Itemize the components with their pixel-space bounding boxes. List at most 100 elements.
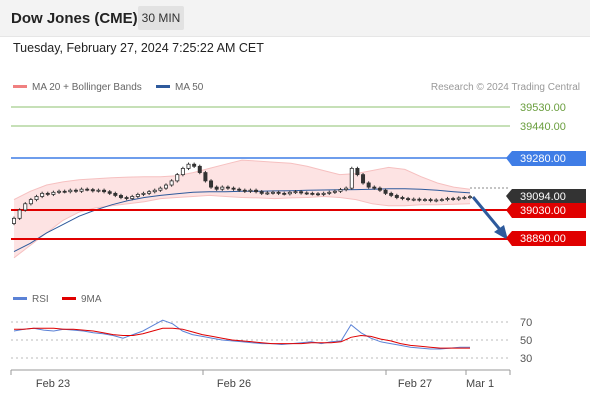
candle-body: [270, 191, 275, 194]
copyright-text: Research © 2024 Trading Central: [431, 82, 580, 93]
candle-body: [51, 191, 56, 195]
candle-body: [209, 180, 214, 188]
candle-body: [445, 198, 450, 200]
x-label-feb27: Feb 27: [398, 378, 432, 390]
x-label-feb26: Feb 26: [217, 378, 251, 390]
candle-body: [355, 167, 360, 176]
candle-body: [225, 186, 230, 189]
candle-body: [276, 191, 281, 194]
candle-body: [287, 191, 292, 195]
pivot-tag: [512, 151, 586, 166]
candle-body: [349, 167, 354, 189]
price-label-39440: 39440.00: [520, 121, 566, 133]
candle-body: [163, 184, 168, 189]
candle-body: [282, 192, 287, 195]
x-label-feb23: Feb 23: [36, 378, 70, 390]
rsi-ma-legend-swatch: [62, 297, 76, 300]
ma50-legend-swatch: [156, 85, 170, 88]
candle-body: [467, 196, 472, 199]
support-tag-1: [512, 203, 586, 218]
price-label-39094: 39094.00: [520, 191, 566, 203]
candle-body: [85, 188, 90, 191]
candle-body: [34, 196, 39, 200]
candle-body: [28, 199, 33, 205]
candle-body: [254, 189, 259, 193]
candle-body: [45, 192, 50, 195]
candle-body: [361, 174, 366, 184]
candle-body: [107, 191, 112, 194]
candle-body: [439, 199, 444, 202]
rsi-level-30: 30: [520, 353, 532, 365]
candle-body: [180, 167, 185, 176]
candle-body: [394, 195, 399, 198]
rsi-level-70: 70: [520, 317, 532, 329]
candle-body: [383, 189, 388, 194]
candle-body: [175, 174, 180, 182]
candle-body: [304, 192, 309, 195]
candle-body: [62, 190, 67, 193]
candle-body: [124, 197, 129, 199]
rsi-legend-label: RSI: [32, 294, 49, 305]
price-label-39530: 39530.00: [520, 102, 566, 114]
bollinger-upper-line: [13, 159, 471, 201]
candle-body: [338, 189, 343, 192]
candle-body: [428, 199, 433, 202]
candle-body: [11, 217, 16, 224]
support-tag-1-pointer: [506, 203, 512, 218]
candle-body: [220, 186, 225, 190]
candle-body: [197, 165, 202, 173]
candle-body: [406, 198, 411, 200]
candle-body: [344, 187, 349, 191]
ma50-legend-label: MA 50: [175, 82, 204, 93]
candle-body: [242, 189, 247, 192]
candle-body: [23, 203, 28, 211]
candle-body: [372, 186, 377, 189]
candle-body: [299, 191, 304, 194]
rsi-ma-legend-label: 9MA: [81, 294, 102, 305]
ma50-line: [13, 188, 471, 253]
candle-body: [422, 199, 427, 202]
rsi-ma-line: [14, 327, 470, 349]
candle-body: [321, 192, 326, 195]
candle-body: [248, 189, 253, 192]
chart-header: Dow Jones (CME) 30 MIN: [0, 0, 590, 37]
candle-body: [113, 192, 118, 196]
candle-body: [366, 182, 371, 188]
support-tag-2: [512, 231, 586, 246]
candle-body: [102, 189, 107, 193]
bollinger-band-area: [14, 160, 470, 258]
forecast-arrow-shaft: [471, 196, 504, 233]
candle-body: [40, 192, 45, 197]
candle-body: [389, 192, 394, 196]
candle-body: [186, 163, 191, 169]
candle-body: [451, 198, 456, 200]
candle-body: [462, 197, 467, 199]
candle-body: [327, 191, 332, 194]
candle-body: [169, 180, 174, 186]
candle-body: [96, 189, 101, 192]
candle-body: [118, 195, 123, 198]
candle-body: [377, 187, 382, 191]
price-label-39030: 39030.00: [520, 205, 566, 217]
candle-body: [152, 189, 157, 193]
candle-body: [147, 191, 152, 194]
candle-body: [456, 197, 461, 200]
candle-body: [259, 191, 264, 194]
candle-body: [332, 190, 337, 193]
candle-body: [73, 189, 78, 192]
candlestick-series: [11, 162, 472, 226]
candle-body: [231, 187, 236, 190]
candle-body: [141, 192, 146, 195]
candle-body: [310, 192, 315, 195]
price-label-39280: 39280.00: [520, 153, 566, 165]
candle-body: [57, 190, 62, 193]
instrument-title: Dow Jones (CME): [11, 10, 138, 27]
candle-body: [237, 188, 242, 191]
timeframe-button[interactable]: 30 MIN: [138, 6, 184, 30]
timestamp: Tuesday, February 27, 2024 7:25:22 AM CE…: [13, 41, 264, 55]
ma20-legend-label: MA 20 + Bollinger Bands: [32, 82, 142, 93]
rsi-level-50: 50: [520, 335, 532, 347]
candle-body: [214, 186, 219, 190]
candle-body: [400, 197, 405, 199]
candle-body: [79, 188, 84, 192]
